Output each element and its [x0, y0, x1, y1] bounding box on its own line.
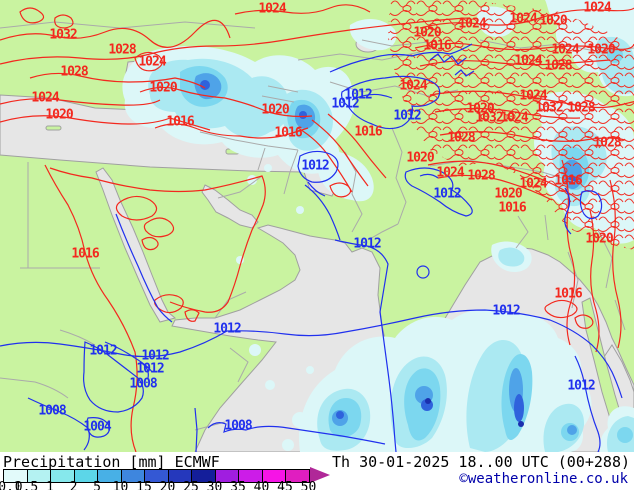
legend-color-segment	[51, 470, 75, 482]
legend-color-segment	[27, 470, 52, 482]
legend-color-segment	[215, 470, 240, 482]
colorbar-tick: 2	[69, 480, 78, 490]
colorbar-tick: 10	[112, 480, 129, 490]
legend-color-segment	[286, 470, 309, 482]
colorbar-tick: 5	[93, 480, 101, 490]
colorbar-tick: 0.1	[0, 480, 22, 490]
legend-panel: Precipitation [mm] ECMWF Th 30-01-2025 1…	[0, 452, 634, 490]
precipitation-map: 1032 1028 1024 1024 1028 1024 1020 1020 1016 1020…	[0, 0, 634, 452]
map-graphic	[0, 0, 634, 452]
colorbar-tick: 45	[277, 480, 293, 490]
legend-color-segment	[4, 470, 28, 482]
legend-color-segment	[74, 470, 99, 482]
legend-color-segment	[121, 470, 146, 482]
colorbar-tick: 1	[46, 480, 54, 490]
legend-color-segment	[192, 470, 216, 482]
colorbar-tick-labels: 0.1 0.5 1 2 5 10 15 20 25 30 35 40 45 50	[0, 481, 634, 490]
colorbar-tick: 30	[206, 480, 223, 490]
colorbar-tick: 20	[159, 480, 176, 490]
colorbar-tick: 50	[300, 480, 317, 490]
colorbar-tick: 15	[136, 480, 152, 490]
legend-color-segment	[239, 470, 263, 482]
copyright-text: ©weatheronline.co.uk	[459, 471, 628, 487]
colorbar-tick: 40	[253, 480, 270, 490]
legend-color-segment	[168, 470, 193, 482]
colorbar-tick: 35	[230, 480, 246, 490]
legend-title: Precipitation [mm] ECMWF	[3, 453, 220, 471]
colorbar-tick: 0.5	[14, 480, 39, 490]
colorbar-arrow	[310, 467, 330, 483]
legend-color-segment	[262, 470, 287, 482]
isobars-low	[0, 43, 623, 452]
legend-color-segment	[98, 470, 122, 482]
precip-colorbar	[3, 469, 310, 483]
forecast-datetime: Th 30-01-2025 18..00 UTC (00+288)	[331, 453, 630, 471]
legend-color-segment	[145, 470, 169, 482]
colorbar-tick: 25	[183, 480, 199, 490]
